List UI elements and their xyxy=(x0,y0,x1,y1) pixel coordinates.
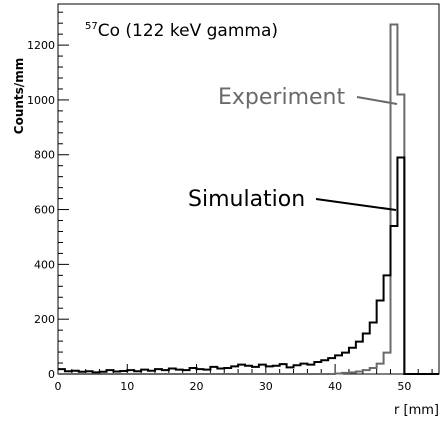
annotations: Experiment Simulation xyxy=(188,85,398,212)
y-tick-label: 200 xyxy=(34,313,55,326)
y-tick-label: 400 xyxy=(34,258,55,271)
y-tick-label: 800 xyxy=(34,149,55,162)
annotation-simulation: Simulation xyxy=(188,187,305,212)
y-tick-label: 600 xyxy=(34,204,55,217)
y-tick-label: 1200 xyxy=(27,39,55,52)
series-simulation xyxy=(58,156,439,375)
x-tick-label: 30 xyxy=(259,380,273,393)
y-axis-label: Counts/mm xyxy=(12,58,26,134)
x-tick-label: 20 xyxy=(190,380,204,393)
y-tick-label: 0 xyxy=(48,368,55,381)
annotation-experiment: Experiment xyxy=(218,85,345,110)
axis-tick-labels: 0 10 20 30 40 50 0 200 400 600 800 1000 1200 xyxy=(27,39,411,393)
histogram-series xyxy=(58,23,439,375)
series-experiment xyxy=(58,23,439,375)
x-tick-label: 10 xyxy=(120,380,134,393)
chart-title-text: Co (122 keV gamma) xyxy=(98,21,278,41)
x-tick-label: 0 xyxy=(55,380,62,393)
x-tick-label: 50 xyxy=(397,380,411,393)
y-tick-label: 1000 xyxy=(27,94,55,107)
annotation-leader-experiment xyxy=(356,96,398,105)
chart-title: 57Co (122 keV gamma) xyxy=(85,21,278,41)
x-tick-label: 40 xyxy=(328,380,342,393)
annotation-leader-simulation xyxy=(315,198,397,211)
x-axis-label: r [mm] xyxy=(394,403,439,418)
chart-title-superscript: 57 xyxy=(85,21,98,32)
